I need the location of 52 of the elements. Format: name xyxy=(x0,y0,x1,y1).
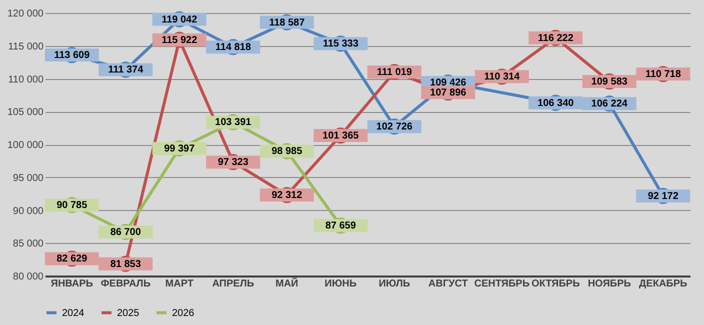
data-label: 92 312 xyxy=(272,190,303,202)
data-label: 107 896 xyxy=(430,88,467,99)
y-tick-label: 100 000 xyxy=(7,140,44,151)
data-label: 116 222 xyxy=(538,32,574,44)
x-tick-label: МАЙ xyxy=(276,276,298,290)
x-tick-label: ОКТЯБРЬ xyxy=(531,278,580,290)
data-label: 111 019 xyxy=(376,67,412,78)
x-tick-label: МАРТ xyxy=(165,278,194,290)
y-tick-label: 110 000 xyxy=(8,74,44,86)
data-label: 102 726 xyxy=(376,122,413,133)
data-label: 110 718 xyxy=(645,69,682,80)
y-tick-label: 85 000 xyxy=(12,238,44,250)
data-label: 106 224 xyxy=(591,98,628,110)
data-label: 101 365 xyxy=(322,130,360,142)
legend-label: 2026 xyxy=(172,308,195,319)
x-tick-label: ИЮНЬ xyxy=(324,278,357,290)
x-tick-label: АПРЕЛЬ xyxy=(212,278,254,290)
data-label: 109 583 xyxy=(591,76,628,88)
y-tick-label: 120 000 xyxy=(7,8,44,20)
x-tick-label: АВГУСТ xyxy=(428,278,468,290)
data-label: 113 609 xyxy=(54,50,90,62)
data-label: 115 922 xyxy=(162,34,198,46)
x-tick-label: ЯНВАРЬ xyxy=(50,278,93,290)
y-tick-label: 80 000 xyxy=(12,272,44,282)
data-label: 103 391 xyxy=(215,117,252,128)
data-label: 90 785 xyxy=(56,200,88,212)
x-tick-label: ИЮЛЬ xyxy=(378,278,410,290)
y-tick-label: 95 000 xyxy=(12,172,44,184)
data-label: 81 853 xyxy=(110,258,142,270)
data-label: 97 323 xyxy=(218,157,249,168)
data-label: 86 700 xyxy=(110,226,142,238)
data-label: 115 333 xyxy=(322,38,359,50)
x-tick-label: НОЯБРЬ xyxy=(588,278,631,290)
x-tick-label: ДЕКАБРЬ xyxy=(639,278,688,290)
y-tick-label: 115 000 xyxy=(8,41,44,52)
data-label: 87 659 xyxy=(325,220,356,232)
data-label: 99 397 xyxy=(164,143,196,154)
y-tick-label: 90 000 xyxy=(12,206,44,217)
x-tick-label: СЕНТЯБРЬ xyxy=(474,278,530,290)
x-tick-label: ФЕВРАЛЬ xyxy=(100,278,151,290)
data-label: 82 629 xyxy=(56,254,88,265)
y-tick-label: 105 000 xyxy=(7,107,44,118)
data-label: 92 172 xyxy=(648,190,679,202)
legend-label: 2024 xyxy=(62,308,85,319)
data-label: 114 818 xyxy=(215,42,252,54)
legend-label: 2025 xyxy=(117,308,140,319)
data-label: 106 340 xyxy=(538,98,574,109)
data-label: 118 587 xyxy=(269,17,306,28)
data-label: 98 985 xyxy=(272,146,303,158)
data-label: 119 042 xyxy=(162,14,198,26)
data-label: 109 426 xyxy=(430,78,467,89)
data-label: 110 314 xyxy=(484,72,520,83)
